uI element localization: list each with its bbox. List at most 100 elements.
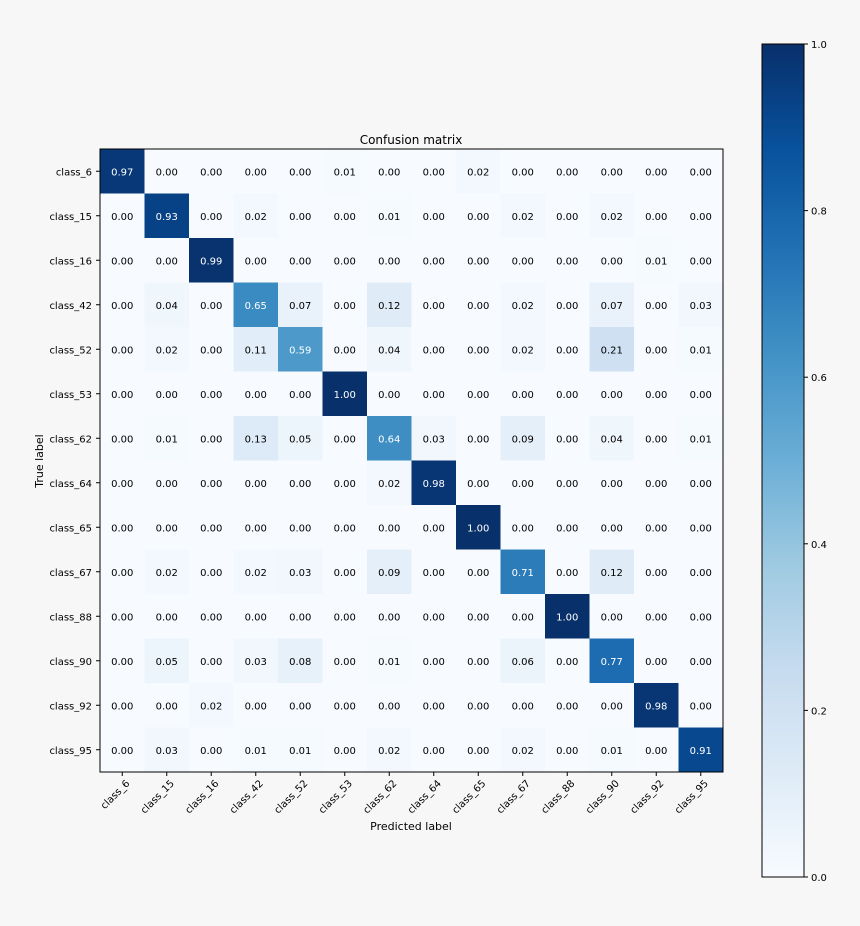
cell-value-label: 0.00 [111, 434, 133, 445]
cell-value-label: 0.59 [289, 345, 311, 356]
heatmap-cell [678, 638, 724, 684]
cell-value-label: 0.00 [467, 568, 489, 579]
heatmap-cell [589, 416, 635, 461]
cell-value-label: 0.00 [156, 523, 178, 534]
cell-value-label: 0.00 [690, 390, 712, 401]
cell-value-label: 0.00 [690, 612, 712, 623]
heatmap-cell [634, 371, 679, 417]
heatmap-cell [545, 193, 590, 239]
cell-value-label: 0.00 [334, 434, 356, 445]
cell-value-label: 0.00 [467, 657, 489, 668]
heatmap-cell [100, 549, 145, 595]
heatmap-cell [100, 727, 145, 773]
heatmap-cell [100, 282, 145, 328]
heatmap-cell [589, 238, 635, 283]
heatmap-cell [456, 193, 501, 239]
heatmap-cell [144, 594, 190, 639]
y-axis-label: True label [33, 434, 46, 488]
cell-value-label: 0.00 [289, 256, 311, 267]
x-tick-label: class_92 [628, 778, 666, 816]
y-tick-label: class_42 [49, 301, 92, 312]
heatmap-cell [144, 282, 190, 328]
cell-value-label: 0.00 [334, 345, 356, 356]
heatmap-cell [589, 505, 635, 550]
heatmap-cell [233, 327, 279, 372]
cell-value-label: 0.00 [423, 568, 445, 579]
cell-value-label: 0.00 [111, 390, 133, 401]
heatmap-cell [456, 371, 501, 417]
heatmap-cell [545, 594, 590, 639]
colorbar-tick-label: 0.8 [811, 207, 827, 218]
cell-value-label: 0.00 [645, 301, 667, 312]
cell-value-label: 0.01 [289, 746, 311, 757]
heatmap-cell [589, 460, 635, 506]
heatmap-cell [411, 549, 457, 595]
heatmap-cell [322, 505, 368, 550]
heatmap-cell [634, 327, 679, 372]
heatmap-cell [278, 683, 323, 728]
heatmap-cell [500, 549, 546, 595]
cell-value-label: 0.00 [645, 657, 667, 668]
cell-value-label: 0.00 [556, 568, 578, 579]
cell-value-label: 0.00 [512, 479, 534, 490]
cell-value-label: 0.00 [200, 746, 222, 757]
heatmap-cell [545, 549, 590, 595]
cell-value-label: 0.00 [467, 479, 489, 490]
heatmap-cell [144, 149, 190, 194]
cell-value-label: 0.01 [645, 256, 667, 267]
heatmap-cell [411, 149, 457, 194]
heatmap-cell [678, 683, 724, 728]
y-axis: class_6 class_15 class_16 class_42 class_52c… [49, 167, 100, 757]
x-tick-label: class_52 [272, 778, 310, 816]
heatmap-cell [545, 282, 590, 328]
cell-value-label: 0.00 [467, 701, 489, 712]
heatmap-cell [678, 327, 724, 372]
x-tick-label: class_90 [584, 778, 622, 816]
heatmap-cell [367, 416, 412, 461]
cell-value-label: 0.00 [423, 256, 445, 267]
heatmap-cell [278, 594, 323, 639]
cell-value-label: 0.00 [111, 701, 133, 712]
heatmap-cell [233, 416, 279, 461]
heatmap-cell [278, 238, 323, 283]
cell-value-label: 0.00 [111, 256, 133, 267]
heatmap-cell [367, 149, 412, 194]
heatmap-cell [278, 505, 323, 550]
heatmap-cell [545, 371, 590, 417]
heatmap-cell [322, 683, 368, 728]
cell-value-label: 0.00 [423, 167, 445, 178]
cell-value-label: 0.00 [467, 434, 489, 445]
heatmap-cell [189, 327, 234, 372]
heatmap-cell [367, 371, 412, 417]
heatmap-cell [367, 505, 412, 550]
heatmap-cell [144, 727, 190, 773]
cell-value-label: 0.00 [423, 390, 445, 401]
heatmap-cell [456, 505, 501, 550]
x-tick-label: class_15 [139, 778, 177, 816]
x-tick-label: class_95 [673, 778, 711, 816]
cell-value-label: 0.02 [200, 701, 222, 712]
cell-value-label: 0.07 [601, 301, 623, 312]
heatmap-cell [233, 683, 279, 728]
cell-value-label: 0.00 [645, 167, 667, 178]
cell-value-label: 0.00 [156, 479, 178, 490]
cell-value-label: 0.02 [512, 746, 534, 757]
heatmap-cell [189, 371, 234, 417]
heatmap-cell [589, 371, 635, 417]
heatmap-cell [367, 549, 412, 595]
cell-value-label: 0.11 [245, 345, 267, 356]
heatmap-cell [189, 193, 234, 239]
cell-value-label: 0.99 [200, 256, 222, 267]
cell-value-label: 0.00 [378, 167, 400, 178]
heatmap-cell [278, 371, 323, 417]
heatmap-cell [545, 638, 590, 684]
heatmap-cell [456, 149, 501, 194]
plot-frame [99, 148, 724, 773]
cell-value-label: 0.00 [601, 167, 623, 178]
heatmap-cell [189, 683, 234, 728]
heatmap-cell [411, 638, 457, 684]
heatmap-cell [189, 282, 234, 328]
cell-value-label: 0.01 [601, 746, 623, 757]
cell-value-label: 0.01 [378, 212, 400, 223]
